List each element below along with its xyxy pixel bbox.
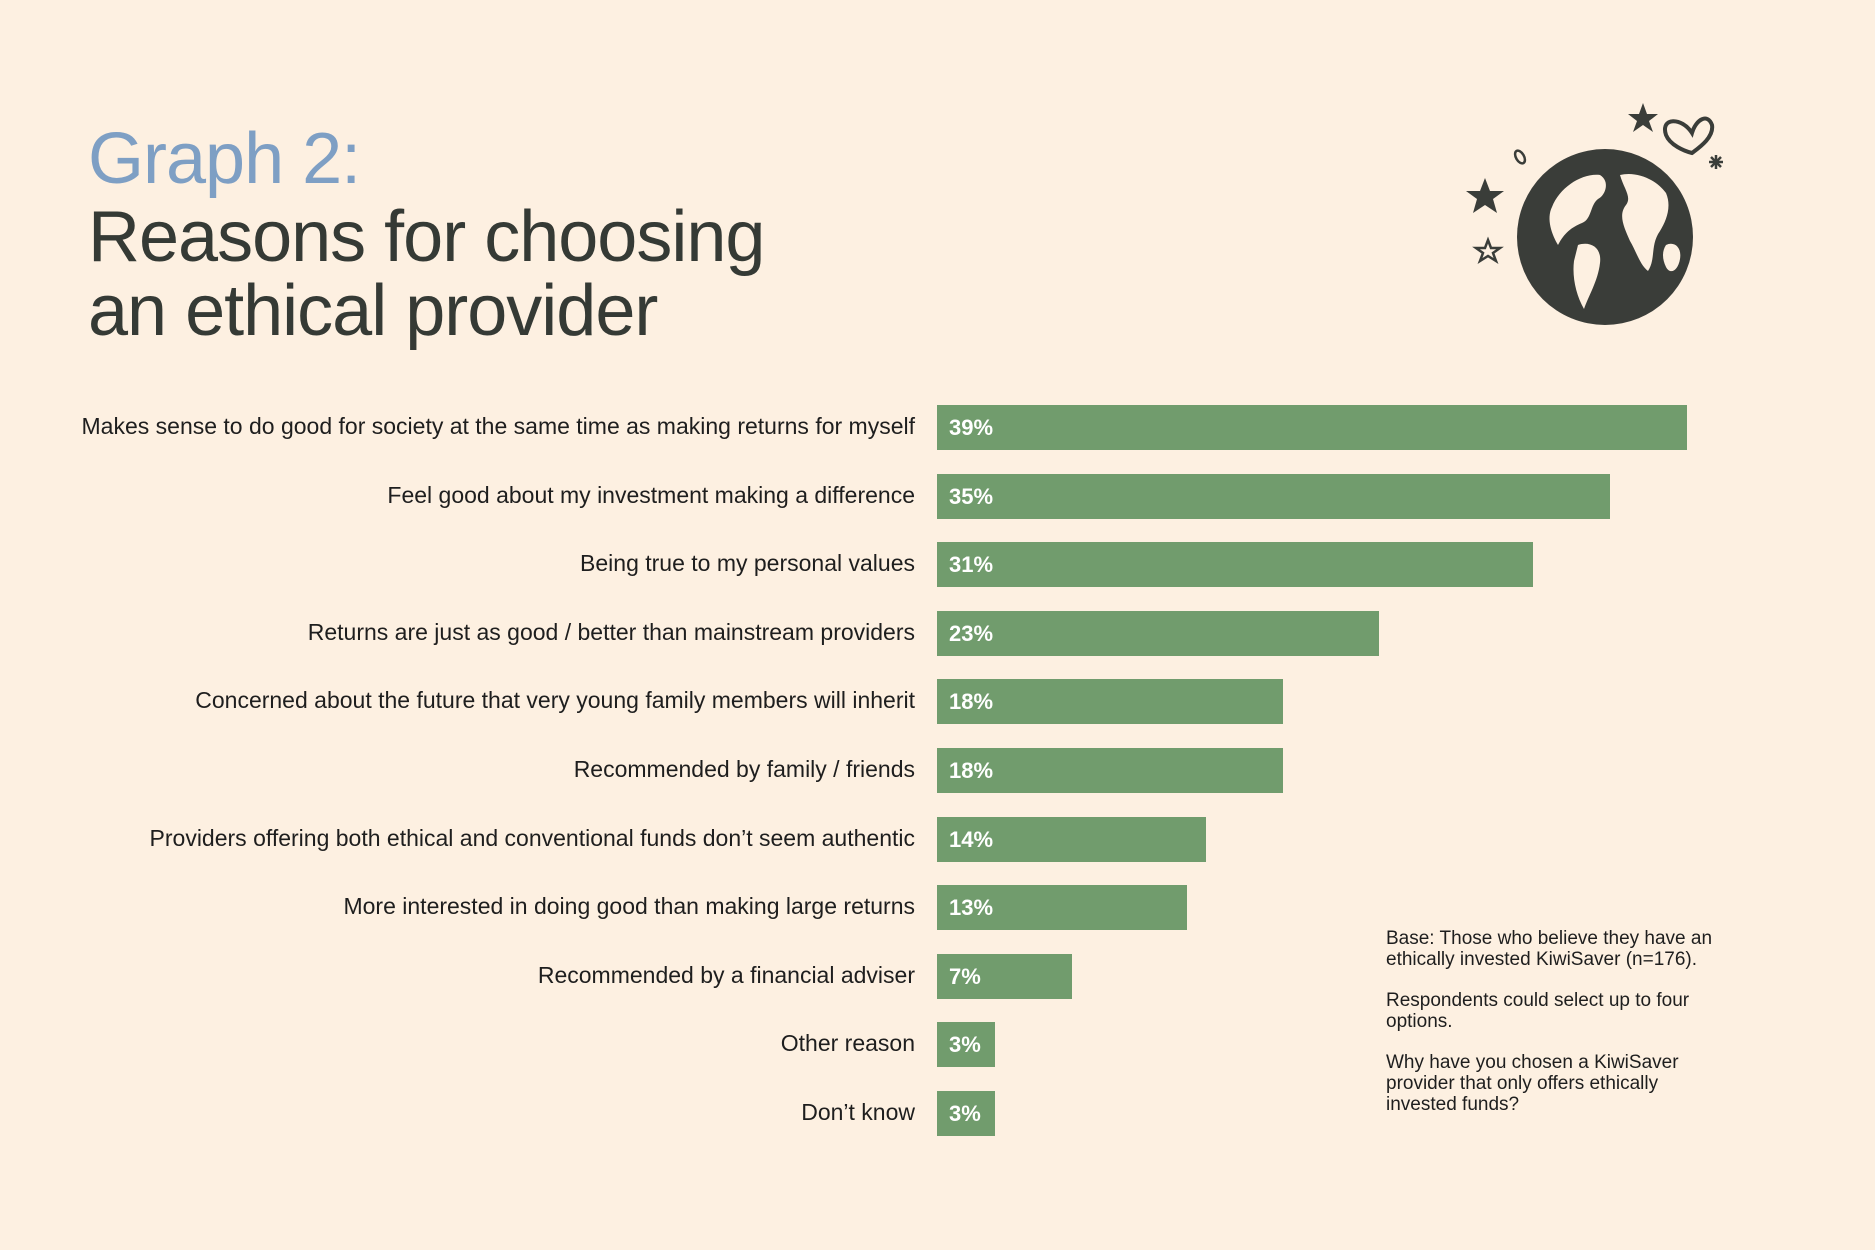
bar: 13% (937, 885, 1187, 931)
bar: 31% (937, 542, 1533, 588)
category-label: Recommended by a financial adviser (537, 961, 915, 988)
category-label: Recommended by family / friends (573, 756, 915, 782)
bar: 7% (937, 953, 1072, 999)
bar-value-label: 7% (949, 963, 981, 989)
bar: 18% (937, 679, 1283, 725)
star-outline-icon (1472, 236, 1504, 265)
bar-value-label: 3% (949, 1101, 981, 1126)
continent-south (1573, 243, 1601, 309)
star-icon (1628, 103, 1658, 132)
heart-icon (1663, 116, 1715, 156)
category-label: Providers offering both ethical and conv… (149, 824, 915, 851)
category-label: Returns are just as good / better than m… (307, 618, 915, 645)
note-base: Base: Those who believe they have an eth… (1386, 928, 1713, 970)
bar: 3% (937, 1091, 995, 1136)
category-label: Makes sense to do good for society at th… (81, 413, 915, 439)
category-label: More interested in doing good than makin… (343, 893, 915, 920)
bar: 3% (937, 1022, 995, 1068)
bar-value-label: 35% (949, 483, 994, 509)
globe-illustration (1460, 95, 1740, 340)
category-label: Other reason (780, 1030, 915, 1057)
continent-right (1620, 173, 1669, 271)
bar: 23% (937, 610, 1379, 656)
continent-left (1549, 174, 1606, 245)
bar: 18% (937, 748, 1283, 793)
star-icon-large (1466, 178, 1504, 213)
bar-value-label: 39% (949, 415, 994, 440)
leaf-icon (1513, 149, 1527, 165)
bar-value-label: 18% (949, 758, 994, 783)
category-label: Don’t know (801, 1099, 915, 1125)
page-title-line-1: Reasons for choosing (88, 197, 765, 277)
chart-notes: Base: Those who believe they have an eth… (1386, 928, 1726, 1135)
bar: 14% (937, 816, 1206, 862)
note-question: Why have you chosen a KiwiSaver provider… (1386, 1052, 1679, 1115)
bar-value-label: 14% (949, 826, 994, 852)
page-title-line-2: an ethical provider (88, 271, 658, 351)
sparkle-icon (1709, 155, 1723, 169)
continent-island (1663, 243, 1681, 272)
note-respondents: Respondents could select up to four opti… (1386, 990, 1690, 1032)
category-label: Feel good about my investment making a d… (387, 481, 915, 508)
title-block: Graph 2: Reasons for choosing an ethical… (88, 118, 765, 351)
bar-value-label: 23% (949, 620, 994, 646)
category-label: Being true to my personal values (580, 550, 915, 577)
bar-value-label: 3% (949, 1032, 981, 1058)
bar-value-label: 13% (949, 895, 994, 921)
bar: 39% (937, 405, 1687, 450)
bar-value-label: 31% (949, 552, 994, 578)
category-label: Concerned about the future that very you… (195, 687, 915, 714)
bar-value-label: 18% (949, 689, 994, 715)
bar: 35% (937, 473, 1610, 519)
graph-number: Graph 2: (88, 119, 361, 199)
globe-icon (1466, 103, 1723, 325)
